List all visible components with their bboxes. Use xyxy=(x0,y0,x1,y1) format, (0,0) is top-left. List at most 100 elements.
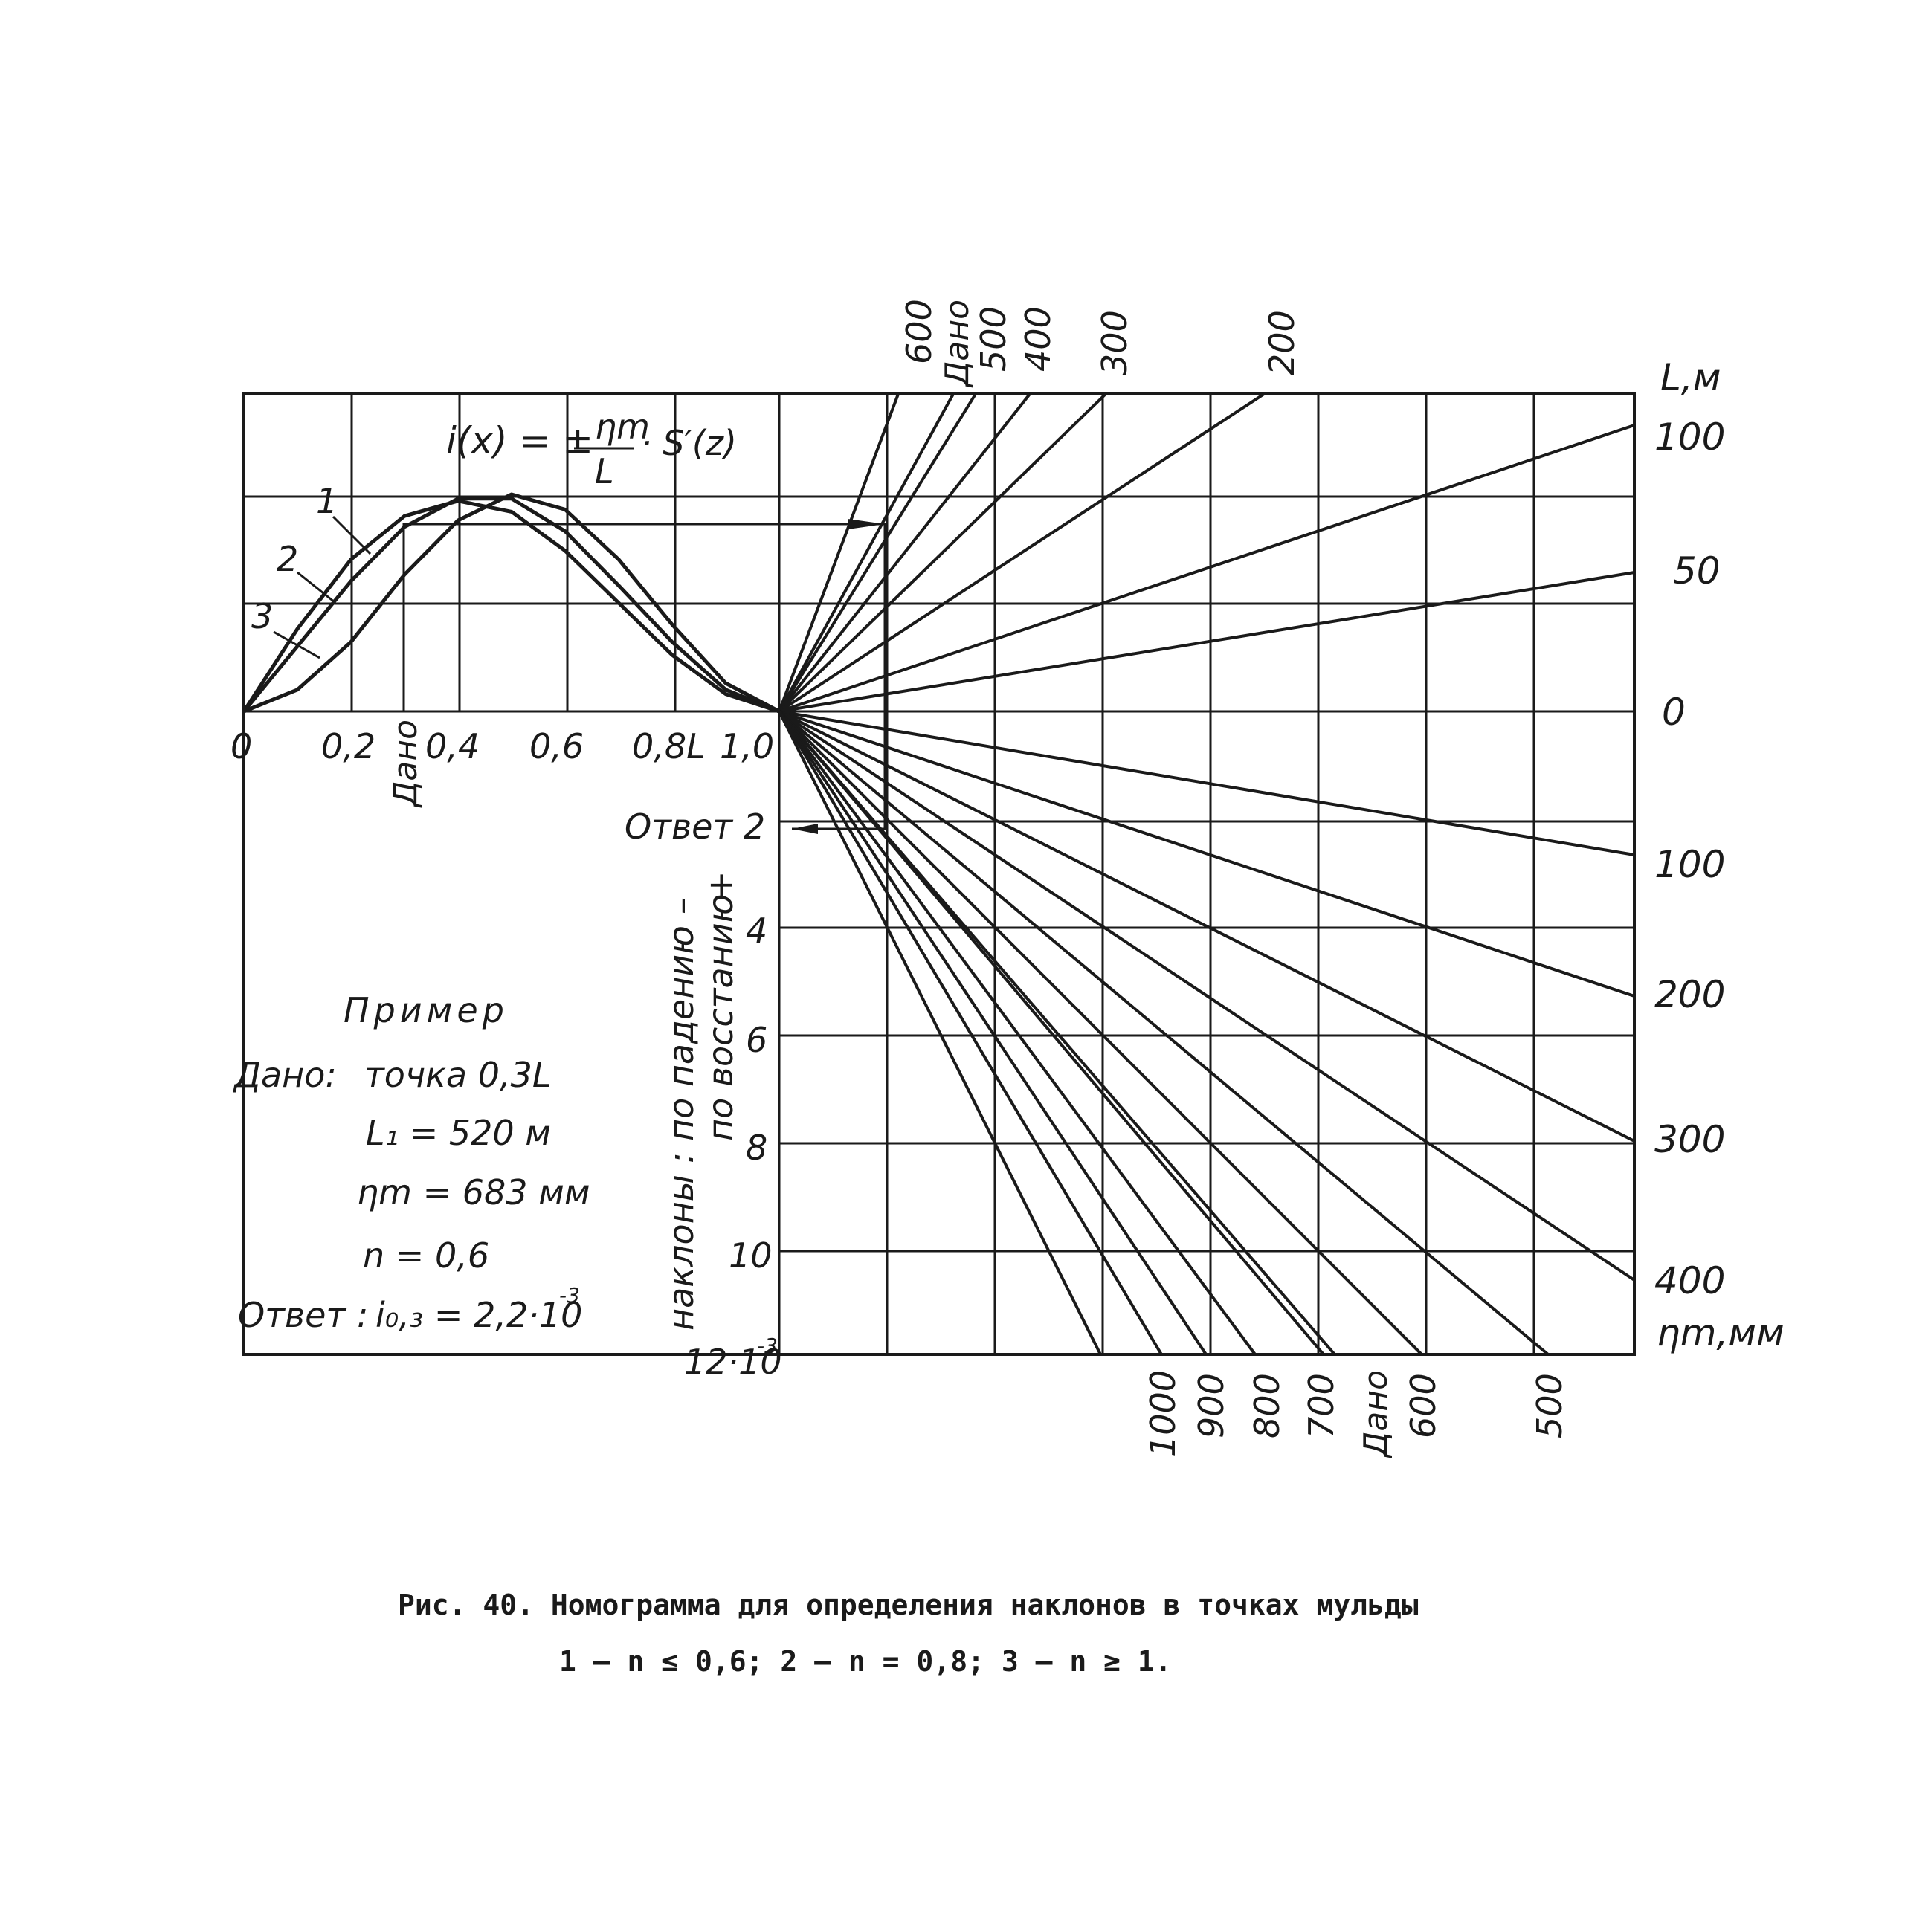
slope-tick-12: 12·10 xyxy=(684,1342,782,1382)
curve-leader-2 xyxy=(297,571,335,604)
l-tick-0: 0 xyxy=(1662,691,1686,734)
l-tick-100-bottom: 100 xyxy=(1654,843,1725,886)
bottom-ray-labels: 1000 900 800 700 Дано 600 500 xyxy=(1143,1370,1570,1458)
ray-5 xyxy=(778,392,1266,713)
example-answer-value: i₀,₃ = 2,2·10 xyxy=(375,1295,582,1335)
x-tick-0-2: 0,2 xyxy=(321,726,375,766)
example-arrow-right xyxy=(848,519,885,529)
ray-10 xyxy=(778,710,1635,1143)
ray-1 xyxy=(778,393,955,712)
x-tick-0-8l: 0,8L xyxy=(632,726,706,766)
l-tick-300: 300 xyxy=(1654,1118,1725,1161)
l-tick-100-top: 100 xyxy=(1654,416,1725,459)
ray-12 xyxy=(778,710,1550,1356)
ray-4 xyxy=(778,392,1107,713)
l-axis: L,м 100 50 0 100 200 300 400 ηm,мм xyxy=(1654,356,1785,1354)
bottom-label-500: 500 xyxy=(1529,1373,1570,1438)
profile-curve-3 xyxy=(243,492,781,714)
ray-19 xyxy=(778,711,1102,1355)
example-construction-path xyxy=(402,523,886,830)
slope-label-rise-sign: + xyxy=(700,870,741,899)
bottom-label-1000: 1000 xyxy=(1143,1370,1183,1457)
slope-tick-8: 8 xyxy=(746,1128,767,1168)
l-axis-label: L,м xyxy=(1660,356,1721,399)
slope-tick-4: 4 xyxy=(746,911,767,951)
x-tick-given: Дано xyxy=(387,720,425,808)
example-n: n = 0,6 xyxy=(363,1235,489,1276)
bottom-label-900: 900 xyxy=(1191,1373,1231,1438)
slope-label-dip-sign: – xyxy=(661,897,701,914)
ray-8 xyxy=(778,710,1635,856)
l-tick-200: 200 xyxy=(1654,973,1725,1016)
formula-lhs: i(x) = ± xyxy=(446,419,593,462)
slope-label-dip: по падению xyxy=(661,925,701,1141)
ray-15 xyxy=(778,710,1325,1356)
bottom-label-given: Дано xyxy=(1357,1370,1395,1458)
formula: i(x) = ± ηm L · S′(z) xyxy=(446,407,737,491)
caption: Рис. 40. Номограмма для определения накл… xyxy=(398,1589,1419,1678)
slope-label-line1: наклоны : xyxy=(661,1152,701,1331)
example-title: Пример xyxy=(344,990,509,1030)
formula-rhs: · S′(z) xyxy=(641,423,737,463)
formula-denominator: L xyxy=(595,451,614,491)
bottom-label-600: 600 xyxy=(1403,1373,1443,1438)
slope-label-rise: по восстанию xyxy=(700,894,741,1141)
example-given-label: Дано: xyxy=(233,1055,337,1095)
x-tick-0: 0 xyxy=(231,726,252,766)
example-block: Пример Дано: точка 0,3L L₁ = 520 м ηm = … xyxy=(233,990,590,1335)
slope-tick-10: 10 xyxy=(729,1235,773,1276)
top-label-300: 300 xyxy=(1095,310,1135,375)
profile-curve-2 xyxy=(242,497,780,714)
caption-line1: Рис. 40. Номограмма для определения накл… xyxy=(398,1589,1419,1621)
profile-curves xyxy=(242,492,781,714)
curve-labels: 1 2 3 xyxy=(251,481,372,659)
formula-numerator: ηm xyxy=(595,407,650,447)
curve-leader-1 xyxy=(332,515,372,555)
example-eta: ηm = 683 мм xyxy=(357,1172,590,1212)
grid-frame xyxy=(242,392,1636,1356)
ray-3 xyxy=(778,392,1031,713)
ray-9 xyxy=(778,710,1635,998)
top-ray-labels: 600 Дано 500 400 300 200 xyxy=(899,299,1302,388)
example-arrow-left xyxy=(792,824,818,834)
curve-label-1: 1 xyxy=(316,481,338,521)
l-tick-50: 50 xyxy=(1673,549,1721,592)
rays xyxy=(402,392,1636,1356)
top-label-500: 500 xyxy=(973,306,1013,372)
x-tick-0-4: 0,4 xyxy=(425,726,480,766)
ray-17 xyxy=(778,710,1208,1356)
ray-16 xyxy=(778,710,1257,1356)
l-tick-400: 400 xyxy=(1654,1259,1725,1302)
example-answer-exp: -3 xyxy=(559,1283,580,1308)
ray-2 xyxy=(778,392,977,713)
slope-tick-6: 6 xyxy=(746,1020,767,1060)
ray-18 xyxy=(778,710,1163,1356)
bottom-label-800: 800 xyxy=(1247,1373,1287,1438)
ray-11 xyxy=(778,710,1636,1282)
bottom-label-700: 700 xyxy=(1301,1373,1341,1438)
curve-label-2: 2 xyxy=(277,539,298,579)
top-label-400: 400 xyxy=(1018,306,1058,372)
slope-axis-ticks: Ответ 2 4 6 8 10 12·10 -3 xyxy=(625,807,782,1382)
ray-7 xyxy=(778,571,1635,713)
example-point: точка 0,3L xyxy=(364,1055,552,1095)
profile-x-ticks: 0 0,2 Дано 0,4 0,6 0,8L 1,0 xyxy=(231,720,774,808)
caption-line2: 1 – n ≤ 0,6; 2 – n = 0,8; 3 – n ≥ 1. xyxy=(559,1645,1172,1678)
example-l1: L₁ = 520 м xyxy=(366,1113,551,1153)
slope-tick-12-exp: -3 xyxy=(757,1334,778,1358)
curve-leader-3 xyxy=(273,630,320,659)
ray-13 xyxy=(778,710,1423,1356)
ray-6 xyxy=(778,424,1635,713)
profile-curve-1 xyxy=(242,499,780,714)
x-tick-0-6: 0,6 xyxy=(529,726,584,766)
eta-axis-label: ηm,мм xyxy=(1657,1311,1785,1354)
curve-label-3: 3 xyxy=(251,596,273,636)
ray-0 xyxy=(778,393,900,712)
top-label-given: Дано xyxy=(938,300,976,388)
top-label-600: 600 xyxy=(899,299,939,364)
top-label-200: 200 xyxy=(1262,310,1302,375)
x-tick-1-0: 1,0 xyxy=(720,726,774,766)
slope-tick-answer-2: Ответ 2 xyxy=(625,807,765,847)
slope-axis-label: наклоны : по падению – по восстанию + xyxy=(661,870,741,1331)
